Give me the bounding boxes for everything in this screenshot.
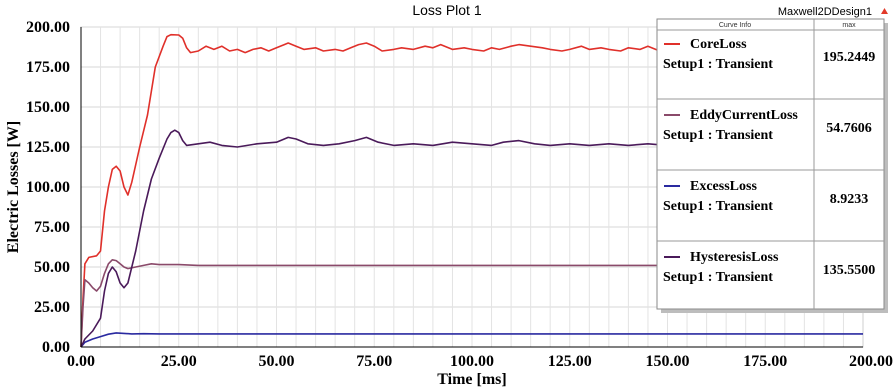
legend-entry-max: 195.2449 <box>823 50 876 65</box>
x-tick-label: 0.00 <box>67 353 95 370</box>
y-tick-label: 25.00 <box>34 299 70 316</box>
y-tick-label: 175.00 <box>26 59 70 76</box>
y-tick-label: 0.00 <box>42 339 70 356</box>
legend-box[interactable]: Curve Info max CoreLoss Setup1 : Transien… <box>656 18 888 313</box>
y-tick-label: 100.00 <box>26 179 70 196</box>
legend-entry-name: HysteresisLoss <box>690 250 779 265</box>
legend-background <box>656 18 885 310</box>
legend-entry-max: 135.5500 <box>823 263 876 278</box>
x-tick-label: 50.00 <box>259 353 295 370</box>
legend-header-curve-info: Curve Info <box>719 22 751 29</box>
x-axis-ticks: 0.00 25.00 50.00 75.00 100.00 125.00 150.00 175… <box>67 353 893 370</box>
series-line-excessloss <box>80 332 863 348</box>
legend-entry-setup: Setup1 : Transient <box>663 199 773 214</box>
design-marker-icon <box>881 8 888 14</box>
y-tick-label: 125.00 <box>26 139 70 156</box>
y-tick-label: 50.00 <box>34 259 70 276</box>
x-tick-label: 175.00 <box>743 353 787 370</box>
legend-rows: CoreLoss Setup1 : Transient 195.2449 EddyCu… <box>657 37 884 285</box>
x-tick-label: 125.00 <box>548 353 592 370</box>
x-tick-label: 100.00 <box>450 353 494 370</box>
x-tick-label: 25.00 <box>161 353 197 370</box>
x-tick-label: 75.00 <box>356 353 392 370</box>
y-tick-label: 150.00 <box>26 99 70 116</box>
chart-title: Loss Plot 1 <box>412 2 481 18</box>
x-tick-label: 150.00 <box>646 353 690 370</box>
legend-entry-name: EddyCurrentLoss <box>690 108 798 123</box>
y-tick-label: 200.00 <box>26 19 70 36</box>
legend-entry-setup: Setup1 : Transient <box>663 270 773 285</box>
legend-entry-name: ExcessLoss <box>690 179 757 194</box>
legend-entry-setup: Setup1 : Transient <box>663 57 773 72</box>
series-line-hysteresisloss <box>80 129 864 348</box>
y-axis-ticks: 0.00 25.00 50.00 75.00 100.00 125.00 150.00 175… <box>26 19 70 356</box>
legend-entry-name: CoreLoss <box>690 37 747 52</box>
legend-entry-setup: Setup1 : Transient <box>663 128 773 143</box>
legend-header-max: max <box>842 22 856 29</box>
legend-entry-max: 54.7606 <box>826 121 872 136</box>
y-axis-title: Electric Losses [W] <box>5 121 22 253</box>
legend-entry-max: 8.9233 <box>830 192 869 207</box>
x-axis-title: Time [ms] <box>437 371 506 387</box>
x-tick-label: 200.00 <box>849 353 893 370</box>
design-name-label: Maxwell2DDesign1 <box>778 6 872 18</box>
y-tick-label: 75.00 <box>34 219 70 236</box>
